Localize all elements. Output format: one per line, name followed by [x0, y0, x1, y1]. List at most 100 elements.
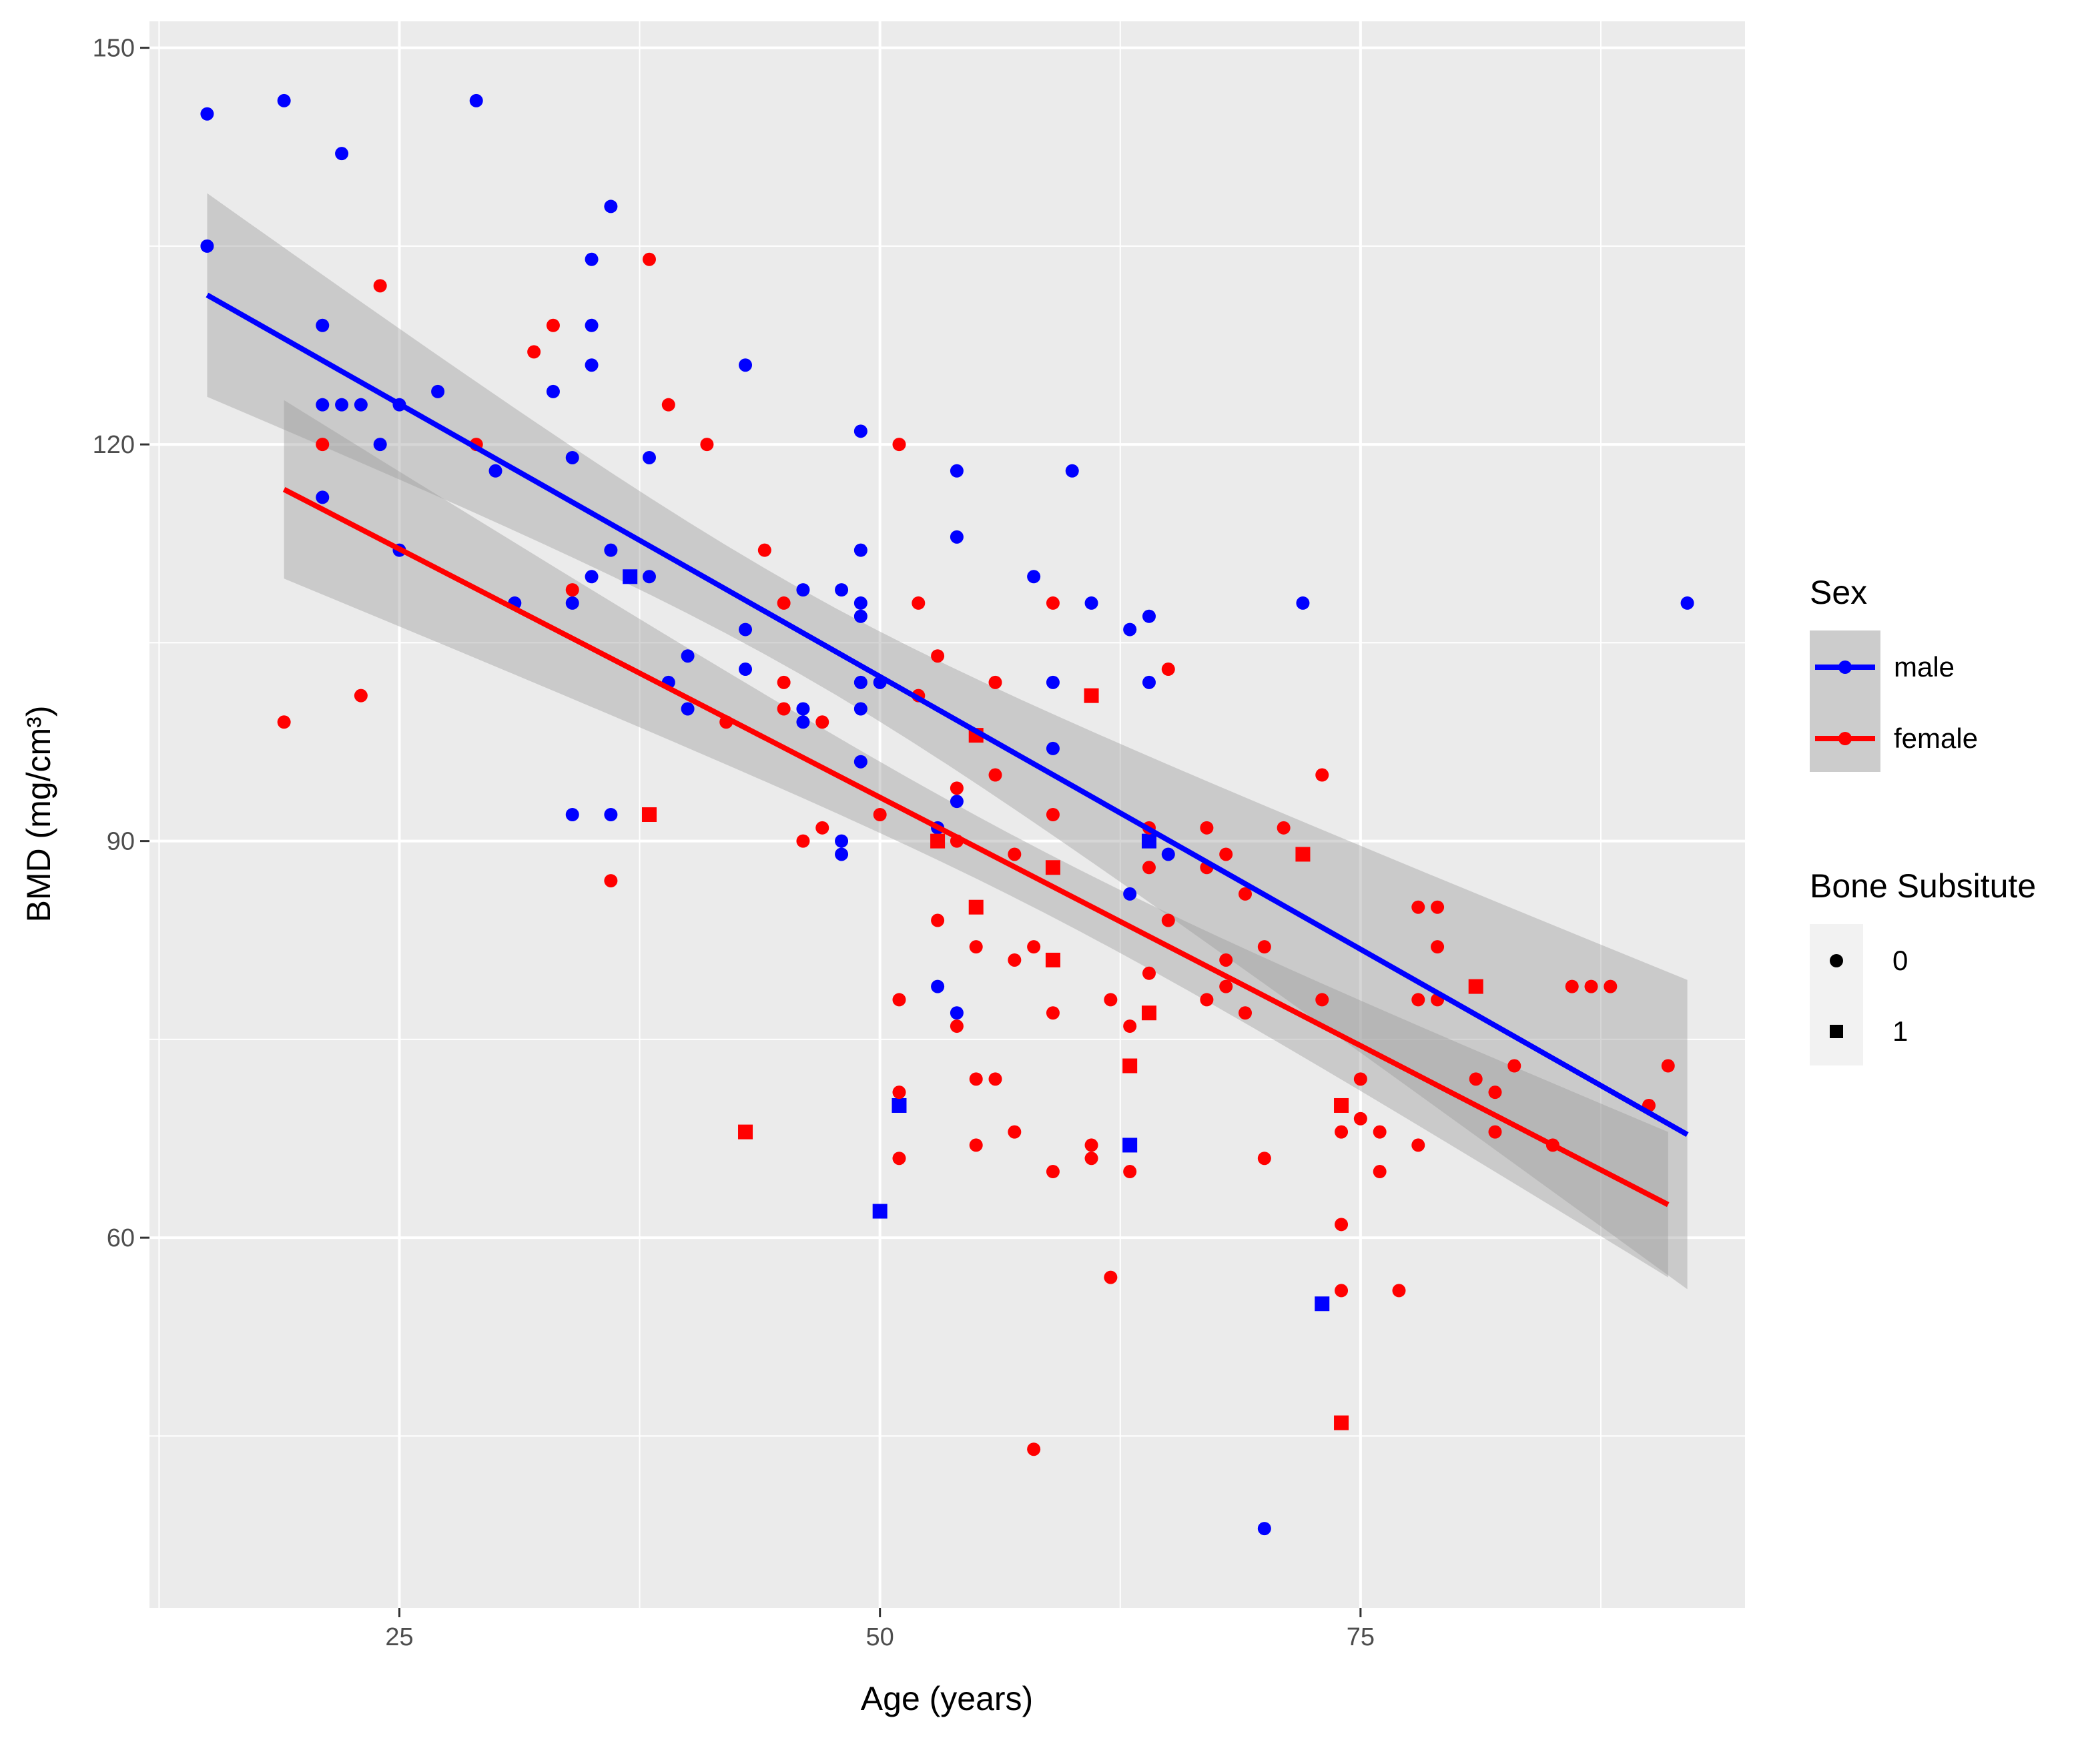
- regression-line-female: [282, 486, 1670, 1208]
- point-female-circle: [1046, 596, 1060, 610]
- point-female-circle: [1373, 1165, 1387, 1179]
- point-male-square: [1315, 1296, 1330, 1312]
- legend-bone-substitute: Bone Subsitute 0 1: [1810, 867, 2036, 1065]
- regression-line-male: [206, 292, 1689, 1138]
- point-female-circle: [1315, 993, 1329, 1007]
- point-female-circle: [1027, 940, 1041, 954]
- x-axis-ticks: 25 50 75: [385, 1608, 1375, 1651]
- point-female-circle: [796, 834, 810, 848]
- point-male-circle: [585, 570, 599, 584]
- point-female-circle: [1257, 940, 1271, 954]
- y-axis-ticks: 60 90 120 150: [93, 35, 149, 1252]
- y-tick-label: 90: [107, 828, 135, 856]
- point-female-circle: [373, 279, 387, 293]
- point-male-circle: [950, 530, 964, 544]
- point-female-circle: [565, 583, 579, 597]
- point-male-circle: [354, 398, 368, 412]
- confidence-bands: [207, 193, 1688, 1290]
- point-female-circle: [1084, 1152, 1098, 1166]
- point-female-square: [641, 807, 657, 822]
- point-male-circle: [739, 358, 753, 372]
- point-female-circle: [604, 874, 618, 888]
- point-female-circle: [1604, 979, 1618, 993]
- point-female-circle: [931, 913, 945, 927]
- point-female-circle: [892, 993, 906, 1007]
- point-male-circle: [373, 438, 387, 452]
- point-female-circle: [1661, 1059, 1675, 1073]
- point-male-circle: [585, 318, 599, 332]
- point-female-circle: [1373, 1125, 1387, 1139]
- point-female-circle: [1161, 913, 1175, 927]
- point-male-circle: [1123, 622, 1137, 636]
- point-female-circle: [815, 821, 829, 835]
- point-male-circle: [853, 675, 867, 689]
- point-female-circle: [1488, 1125, 1502, 1139]
- plot-panel: [149, 21, 1745, 1608]
- point-female-circle: [1104, 993, 1118, 1007]
- point-female-circle: [950, 1019, 964, 1033]
- point-female-square: [1295, 847, 1311, 862]
- legend-shape-1-label: 1: [1892, 1015, 1908, 1047]
- point-male-circle: [681, 649, 695, 663]
- point-female-circle: [1584, 979, 1598, 993]
- x-axis-title: Age (years): [861, 1680, 1033, 1717]
- point-female-circle: [892, 438, 906, 452]
- point-female-circle: [1507, 1059, 1521, 1073]
- point-male-circle: [604, 808, 618, 821]
- point-female-circle: [815, 715, 829, 729]
- point-male-circle: [835, 847, 849, 861]
- point-male-circle: [431, 384, 445, 398]
- point-male-circle: [1142, 675, 1156, 689]
- point-male-circle: [316, 398, 330, 412]
- data-points: [200, 93, 1694, 1536]
- point-female-circle: [777, 675, 791, 689]
- point-female-circle: [988, 675, 1002, 689]
- legend-female-dot: [1838, 732, 1852, 745]
- point-female-circle: [1315, 768, 1329, 782]
- y-tick-label: 60: [107, 1224, 135, 1252]
- point-male-circle: [796, 702, 810, 716]
- point-male-circle: [316, 318, 330, 332]
- legend-square-key: [1830, 1025, 1843, 1038]
- point-male-circle: [546, 384, 560, 398]
- point-female-square: [1468, 979, 1483, 994]
- legend-shape-background: [1810, 924, 1863, 1065]
- point-female-circle: [316, 438, 330, 452]
- point-male-circle: [335, 398, 349, 412]
- point-female-circle: [1411, 993, 1425, 1007]
- legend-female-label: female: [1894, 723, 1978, 754]
- legend-key-background: [1810, 630, 1880, 772]
- point-male-square: [872, 1204, 888, 1219]
- y-axis-title: BMD (mg/cm³): [20, 706, 57, 923]
- point-female-circle: [1161, 663, 1175, 677]
- point-female-circle: [1219, 847, 1233, 861]
- point-female-square: [1334, 1098, 1349, 1113]
- legend-male-label: male: [1894, 651, 1955, 683]
- point-female-circle: [777, 596, 791, 610]
- point-male-circle: [469, 93, 483, 107]
- legend-bone-title: Bone Subsitute: [1810, 867, 2036, 905]
- point-male-square: [892, 1098, 907, 1113]
- point-female-circle: [1084, 1138, 1098, 1152]
- point-female-circle: [1142, 861, 1156, 875]
- point-female-circle: [757, 543, 771, 557]
- point-female-circle: [969, 1138, 983, 1152]
- y-tick-label: 120: [93, 431, 135, 459]
- x-tick-label: 50: [866, 1623, 894, 1651]
- point-male-circle: [796, 715, 810, 729]
- point-male-circle: [200, 239, 214, 253]
- legend-male-dot: [1838, 661, 1852, 674]
- point-male-circle: [316, 490, 330, 504]
- point-female-circle: [1488, 1085, 1502, 1100]
- point-male-circle: [853, 543, 867, 557]
- point-male-square: [1122, 1138, 1138, 1153]
- point-male-circle: [853, 609, 867, 623]
- point-female-square: [1045, 860, 1060, 875]
- point-male-circle: [1257, 1522, 1271, 1536]
- legend-circle-key: [1830, 954, 1843, 967]
- point-female-circle: [1104, 1270, 1118, 1284]
- point-male-circle: [488, 464, 502, 478]
- point-female-circle: [1277, 821, 1291, 835]
- y-tick-label: 150: [93, 35, 135, 63]
